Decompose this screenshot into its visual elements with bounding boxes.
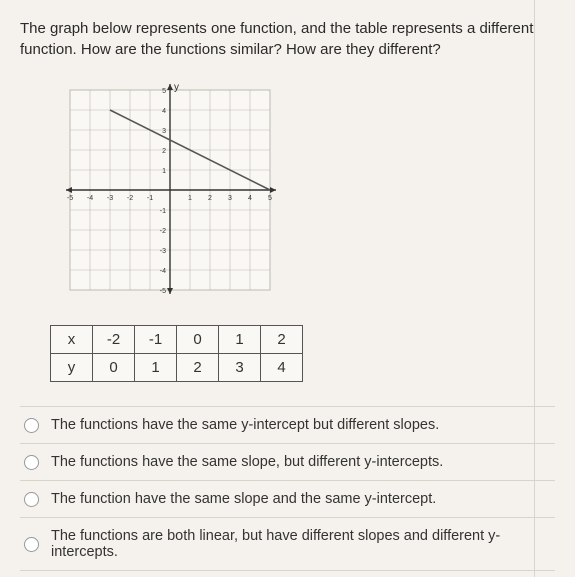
table-cell: 2 [261,326,303,354]
svg-text:-5: -5 [67,195,73,202]
svg-text:-3: -3 [160,248,166,255]
table-cell: 0 [177,326,219,354]
svg-text:2: 2 [208,195,212,202]
table-cell: -1 [135,326,177,354]
table-cell: 4 [261,354,303,382]
table-cell: 0 [93,354,135,382]
options-list: The functions have the same y-intercept … [20,406,555,571]
radio-icon[interactable] [24,418,39,433]
svg-text:1: 1 [162,168,166,175]
svg-text:3: 3 [162,128,166,135]
svg-text:-1: -1 [147,195,153,202]
svg-text:4: 4 [248,195,252,202]
option-row[interactable]: The function have the same slope and the… [20,480,555,517]
option-row[interactable]: The functions have the same slope, but d… [20,443,555,480]
svg-text:-5: -5 [160,288,166,295]
table-cell: x [51,326,93,354]
option-label: The functions have the same y-intercept … [51,417,439,433]
svg-text:5: 5 [162,88,166,95]
table-cell: 2 [177,354,219,382]
table-cell: 1 [219,326,261,354]
table-cell: 3 [219,354,261,382]
question-text: The graph below represents one function,… [20,18,555,60]
svg-text:2: 2 [162,148,166,155]
table-cell: 1 [135,354,177,382]
svg-text:-2: -2 [160,228,166,235]
table-row: y 0 1 2 3 4 [51,354,303,382]
option-row[interactable]: The functions are both linear, but have … [20,517,555,571]
svg-text:-4: -4 [160,268,166,275]
svg-text:4: 4 [162,108,166,115]
function-table: x -2 -1 0 1 2 y 0 1 2 3 4 [50,325,303,382]
option-label: The functions are both linear, but have … [51,528,551,560]
option-row[interactable]: The functions have the same y-intercept … [20,406,555,443]
svg-text:-1: -1 [160,208,166,215]
option-label: The functions have the same slope, but d… [51,454,443,470]
radio-icon[interactable] [24,537,39,552]
graph-container: -5-5-4-4-3-3-2-2-1-11122334455xy [60,80,555,305]
function-graph: -5-5-4-4-3-3-2-2-1-11122334455xy [60,80,280,300]
svg-text:3: 3 [228,195,232,202]
vertical-divider [534,0,535,577]
table-cell: -2 [93,326,135,354]
table-cell: y [51,354,93,382]
table-row: x -2 -1 0 1 2 [51,326,303,354]
radio-icon[interactable] [24,492,39,507]
svg-text:-3: -3 [107,195,113,202]
svg-text:-4: -4 [87,195,93,202]
radio-icon[interactable] [24,455,39,470]
svg-text:y: y [174,82,179,93]
svg-text:-2: -2 [127,195,133,202]
svg-text:1: 1 [188,195,192,202]
svg-text:5: 5 [268,195,272,202]
option-label: The function have the same slope and the… [51,491,436,507]
